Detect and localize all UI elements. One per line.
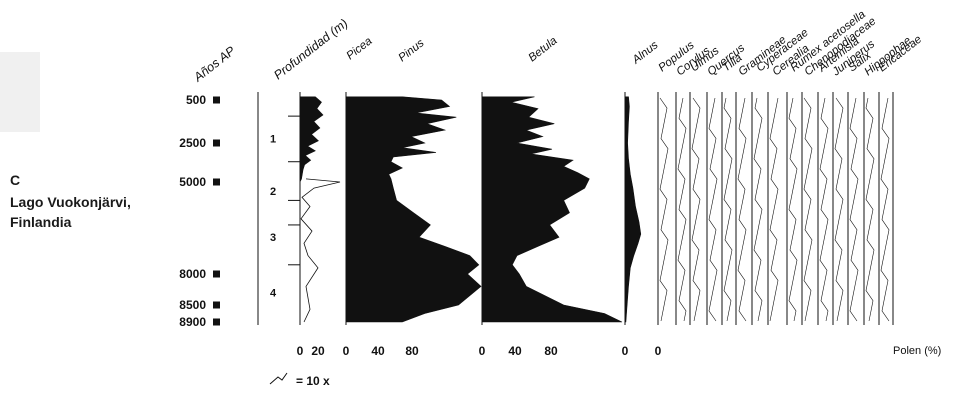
tick-pinus-40: 40 [371,344,385,358]
depth-header: Profundidad (m) [271,16,350,82]
tick-pinus-0: 0 [343,344,350,358]
curve-gramineae [737,97,747,322]
curve-artemisia [819,97,829,322]
age-header: Años AP [190,43,238,85]
curve-populus [659,97,669,322]
curve-alnus [624,96,642,323]
curve-pinus [345,96,482,323]
age-marker-2500 [213,139,220,147]
depth-zone-3: 3 [270,232,276,244]
tick-picea-0: 0 [297,344,304,358]
header-betula: Betula [526,35,559,65]
depth-zone-2: 2 [270,186,276,198]
curve-quercus [708,97,718,322]
x-axis-ticks: 0 20 0 40 80 0 40 80 0 0 [297,344,662,358]
tick-picea-20: 20 [311,344,325,358]
exaggeration-legend: = 10 x [269,372,330,388]
curve-ericaceae [880,97,890,322]
x-axis-label: Polen (%) [893,345,941,357]
age-label-5000: 5000 [179,175,206,189]
tick-betula-40: 40 [508,344,522,358]
age-marker-8500 [213,301,220,309]
curve-ulmus [691,97,701,322]
curve-salix [849,97,859,322]
column-headers: Años AP Profundidad (m)Picea Pinus Betula Al… [190,9,924,85]
curve-cerealia [769,97,779,322]
curve-juniperus [834,97,844,322]
curve-chenopodiaceae [803,97,813,322]
curve-rumex-acetosella [788,97,798,322]
exaggeration-note: = 10 x [296,374,330,388]
exaggeration-line-icon [269,372,288,385]
age-marker-5000 [213,178,220,186]
tick-alnus-0: 0 [622,344,629,358]
tick-betula-80: 80 [544,344,558,358]
side-panel [0,52,40,132]
age-marker-8900 [213,318,220,326]
age-label-8000: 8000 [179,267,206,281]
age-label-8500: 8500 [179,298,206,312]
age-axis: 500 2500 5000 8000 8500 8900 [179,93,220,329]
curve-hippophae [865,97,875,322]
age-label-8900: 8900 [179,315,206,329]
curve-picea-exaggerated [300,178,341,323]
header-alnus: Alnus [630,39,661,67]
site-country: Finlandia [10,214,72,230]
curve-tilia [723,97,733,322]
curve-picea [299,96,324,322]
depth-zone-4: 4 [270,288,277,300]
curve-cyperaceae [753,97,763,322]
age-marker-500 [213,96,220,104]
age-label-500: 500 [186,93,206,107]
depth-zone-1: 1 [270,134,276,146]
tick-populus-0: 0 [655,344,662,358]
header-picea: Picea [344,35,374,62]
taxon-columns: 1 2 3 4 [257,92,894,325]
curve-betula [481,96,623,323]
tick-betula-0: 0 [479,344,486,358]
panel-letter: C [10,172,21,188]
age-marker-8000 [213,270,220,278]
tick-pinus-80: 80 [405,344,419,358]
site-name: Lago Vuokonjärvi, [10,194,131,210]
curve-corylus [677,97,687,322]
header-pinus: Pinus [396,37,426,64]
age-label-2500: 2500 [179,136,206,150]
